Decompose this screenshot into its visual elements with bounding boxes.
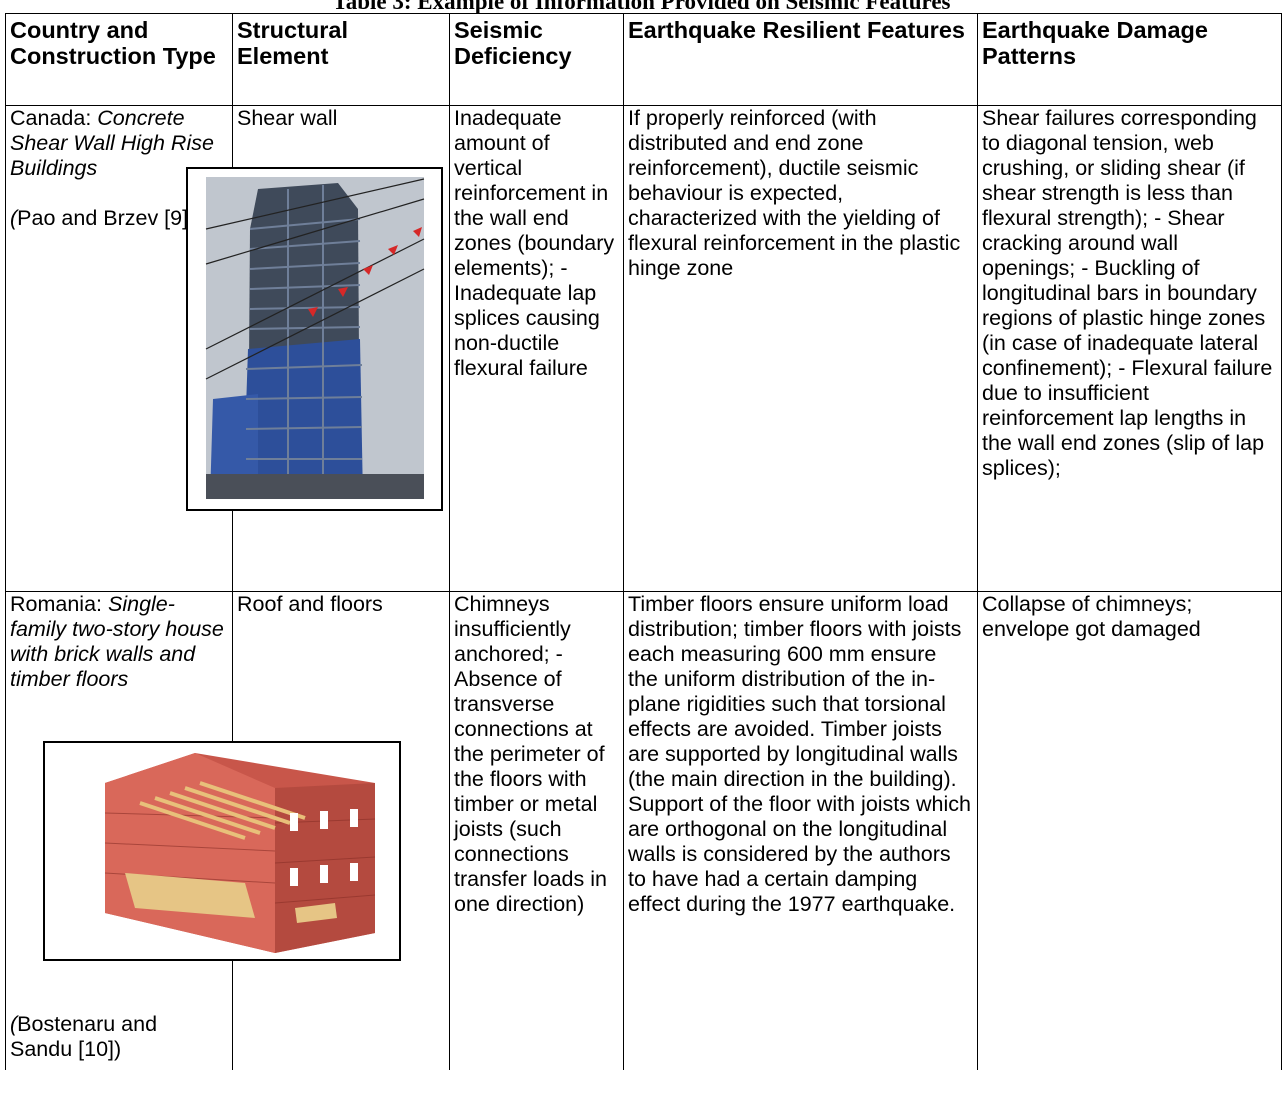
row-rule <box>5 105 1282 106</box>
header-text: Earthquake Damage Patterns <box>982 17 1208 69</box>
damage-patterns: Shear failures corresponding to diagonal… <box>982 106 1273 480</box>
header-cell: Earthquake Damage Patterns <box>977 13 1281 105</box>
damage-patterns-cell: Shear failures corresponding to diagonal… <box>977 105 1281 591</box>
resilient-features: If properly reinforced (with distributed… <box>628 106 961 280</box>
header-text: Structural Element <box>237 17 348 69</box>
header-text: Seismic Deficiency <box>454 17 572 69</box>
damage-patterns: Collapse of chimneys; envelope got damag… <box>982 592 1201 641</box>
column-rule <box>5 13 6 1070</box>
model-render <box>104 753 376 953</box>
construction-type: Single-family two-story house with brick… <box>10 592 224 691</box>
resilient-features-cell: Timber floors ensure uniform load distri… <box>623 591 977 1120</box>
column-rule <box>449 13 450 1070</box>
column-rule <box>623 13 624 1070</box>
header-cell: Seismic Deficiency <box>449 13 623 105</box>
column-rule <box>1281 13 1282 1070</box>
structural-element-cell: Roof and floors <box>232 591 449 1120</box>
header-cell: Earthquake Resilient Features <box>623 13 977 105</box>
header-cell: Structural Element <box>232 13 449 105</box>
header-text: Country and Construction Type <box>10 17 216 69</box>
citation-open: ( <box>10 206 18 230</box>
damage-patterns-cell: Collapse of chimneys; envelope got damag… <box>977 591 1281 1120</box>
structural-element-cell: Shear wall <box>232 105 449 591</box>
seismic-deficiency: Chimneys insufficiently anchored; - Abse… <box>454 592 607 916</box>
seismic-deficiency-cell: Chimneys insufficiently anchored; - Abse… <box>449 591 623 1120</box>
structural-element: Roof and floors <box>237 592 383 616</box>
citation: (Bostenaru and Sandu [10]) <box>10 1012 210 1062</box>
row-rule <box>5 13 1282 14</box>
page: {"table": { "title": "Table 3: Example o… <box>5 0 1282 1070</box>
seismic-deficiency-cell: Inadequate amount of vertical reinforcem… <box>449 105 623 591</box>
citation-open: ( <box>10 1012 18 1036</box>
header-cell: Country and Construction Type <box>5 13 232 105</box>
column-rule <box>977 13 978 1070</box>
header-text: Earthquake Resilient Features <box>628 17 965 43</box>
resilient-features-cell: If properly reinforced (with distributed… <box>623 105 977 591</box>
citation-text: Pao and Brzev [9]) <box>17 206 196 230</box>
construction-type: Concrete Shear Wall High Rise Buildings <box>10 106 214 180</box>
row-rule <box>5 591 1282 592</box>
structural-element: Shear wall <box>237 106 338 130</box>
resilient-features: Timber floors ensure uniform load distri… <box>628 592 971 916</box>
country-cell: Canada: Concrete Shear Wall High Rise Bu… <box>5 105 232 591</box>
citation-text: Bostenaru and Sandu [10]) <box>10 1012 158 1061</box>
column-rule <box>232 13 233 1070</box>
country: Romania: <box>10 592 103 616</box>
table-title: Table 3: Example of Information Provided… <box>332 0 951 14</box>
building-photo <box>186 167 443 511</box>
citation: (Pao and Brzev [9]) <box>10 206 227 231</box>
country: Canada: <box>10 106 92 130</box>
house-model <box>43 741 401 961</box>
photo <box>205 177 425 499</box>
seismic-deficiency: Inadequate amount of vertical reinforcem… <box>454 106 615 380</box>
country-cell: Romania: Single-family two-story house w… <box>5 591 232 1120</box>
